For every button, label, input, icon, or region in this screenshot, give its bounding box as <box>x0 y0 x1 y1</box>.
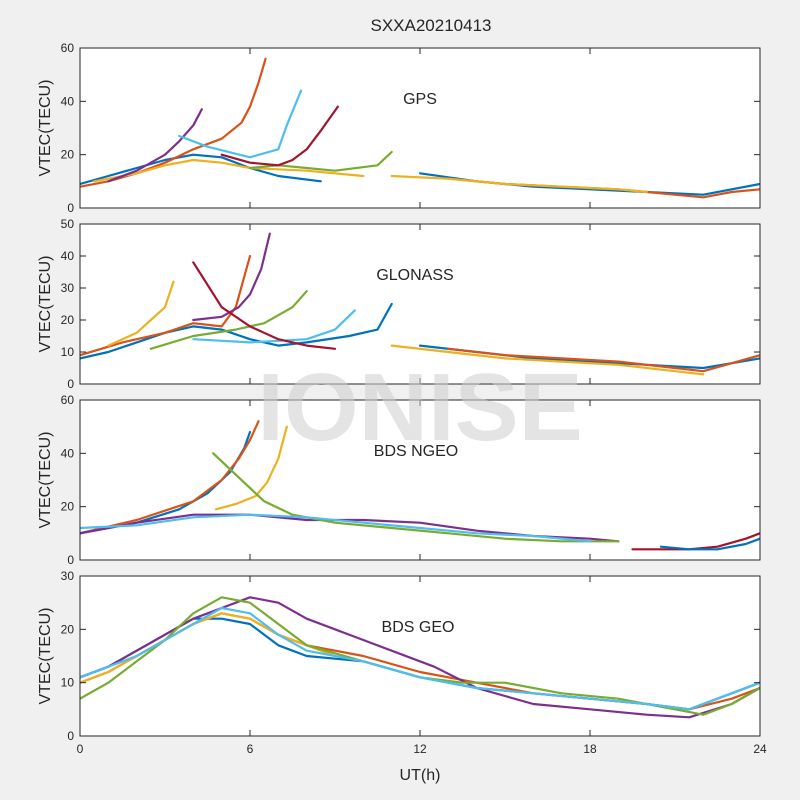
plot-area <box>80 400 760 560</box>
series-line <box>212 452 620 543</box>
x-tick-label: 18 <box>583 742 597 756</box>
series-line <box>80 596 760 719</box>
series-line <box>80 606 760 711</box>
y-tick-label: 0 <box>67 377 74 391</box>
x-axis: 0 6 12 18 24 <box>77 742 767 756</box>
y-tick-label: 0 <box>67 553 74 567</box>
series-line <box>80 302 393 360</box>
series-group <box>80 232 760 376</box>
panel-2: 0 10 20 30 40 50 VTEC(TECU) GLONASS <box>37 217 761 391</box>
x-tick-label: 12 <box>413 742 427 756</box>
x-tick-label: 0 <box>77 742 84 756</box>
y-tick-label: 20 <box>61 622 75 636</box>
series-line <box>80 254 252 357</box>
y-tick-label: 10 <box>61 676 75 690</box>
y-tick-label: 30 <box>61 569 75 583</box>
series-line <box>80 513 592 543</box>
series-line <box>192 309 356 344</box>
series-line <box>447 347 760 373</box>
y-tick-label: 50 <box>61 217 75 231</box>
y-tick-label: 40 <box>61 446 75 460</box>
series-line <box>192 261 337 350</box>
y-tick-label: 10 <box>61 345 75 359</box>
y-axis-label: VTEC(TECU) <box>37 432 54 529</box>
watermark: IONISE <box>257 354 582 461</box>
plot-area <box>80 48 760 208</box>
plot-area <box>80 576 760 736</box>
y-axis-label: VTEC(TECU) <box>37 80 54 177</box>
y-tick-label: 40 <box>61 94 75 108</box>
y-tick-label: 0 <box>67 201 74 215</box>
chart-title: SXXA20210413 <box>371 16 492 35</box>
series-line <box>214 425 288 511</box>
y-tick-label: 60 <box>61 41 75 55</box>
y-tick-label: 20 <box>61 313 75 327</box>
series-line <box>93 158 365 183</box>
y-tick-label: 20 <box>61 148 75 162</box>
series-line <box>80 420 260 535</box>
panel-label: GPS <box>403 91 437 108</box>
series-line <box>631 532 760 551</box>
y-tick-label: 30 <box>61 281 75 295</box>
panel-3: 0 20 40 60 VTEC(TECU) BDS NGEO <box>37 393 761 567</box>
y-tick-label: 60 <box>61 393 75 407</box>
series-line <box>80 57 267 188</box>
panel-label: BDS GEO <box>382 619 455 636</box>
y-tick-label: 0 <box>67 729 74 743</box>
series-line <box>178 89 303 159</box>
x-axis-label: UT(h) <box>400 767 441 784</box>
y-tick-label: 40 <box>61 249 75 263</box>
y-axis-label: VTEC(TECU) <box>37 256 54 353</box>
panel-label: GLONASS <box>376 267 453 284</box>
series-line <box>390 344 705 376</box>
series-line <box>80 612 337 684</box>
series-line <box>192 232 271 322</box>
panel-1: 0 20 40 60 VTEC(TECU) GPS <box>37 41 761 215</box>
series-line <box>220 105 339 167</box>
series-line <box>107 280 175 347</box>
plot-area <box>80 224 760 384</box>
series-group <box>80 57 760 199</box>
panel-4: 0 10 20 30 VTEC(TECU) BDS GEO <box>37 569 761 743</box>
panel-label: BDS NGEO <box>374 443 458 460</box>
x-tick-label: 6 <box>247 742 254 756</box>
y-tick-label: 20 <box>61 500 75 514</box>
series-line <box>659 537 760 551</box>
y-axis-label: VTEC(TECU) <box>37 608 54 705</box>
series-group <box>80 420 760 551</box>
series-line <box>107 108 203 183</box>
series-group <box>80 596 760 719</box>
series-line <box>390 174 648 194</box>
x-tick-label: 24 <box>753 742 767 756</box>
series-line <box>80 153 322 186</box>
panels: 0 20 40 60 VTEC(TECU) GPS 0 10 20 30 40 50 VTEC(TECU… <box>37 41 761 743</box>
